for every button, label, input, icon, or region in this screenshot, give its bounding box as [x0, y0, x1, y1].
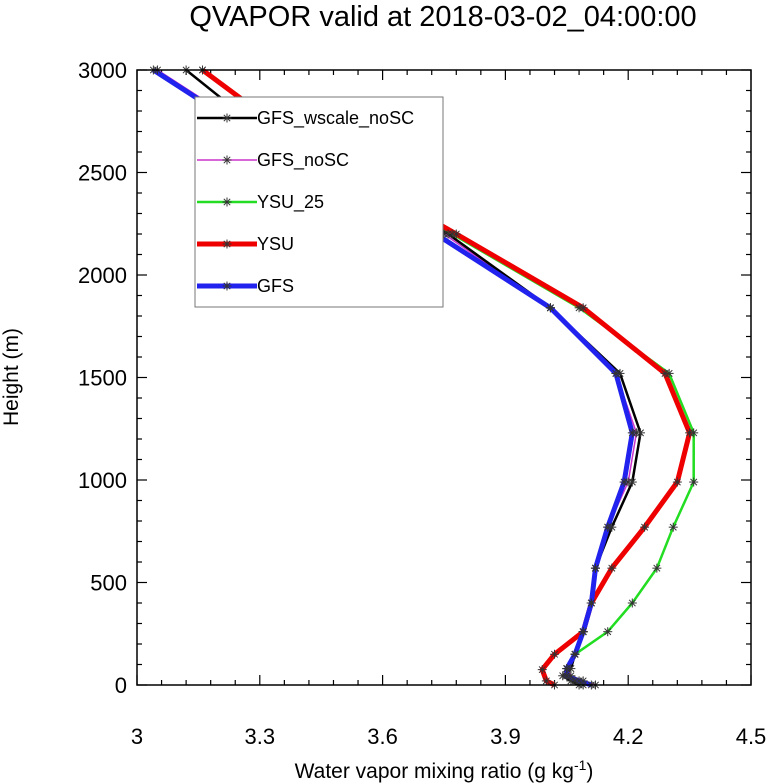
legend-item: GFS_wscale_noSC [197, 108, 414, 129]
marker-stroke [653, 564, 661, 572]
marker-stroke [223, 114, 231, 122]
x-tick-label: 3.6 [367, 724, 398, 749]
data-point [590, 563, 600, 573]
marker-stroke [628, 599, 636, 607]
marker-stroke [223, 282, 231, 290]
data-point [619, 477, 629, 487]
marker-stroke [542, 677, 550, 685]
marker-stroke [641, 523, 649, 531]
y-tick-label: 1000 [78, 468, 127, 493]
x-tick-labels: 3 3.3 3.6 3.9 4.2 4.5 [131, 724, 766, 749]
legend-label: GFS_wscale_noSC [257, 108, 414, 129]
y-tick-label: 2000 [78, 263, 127, 288]
marker-stroke [604, 523, 612, 531]
data-point [222, 197, 232, 207]
x-tick-label: 4.5 [736, 724, 767, 749]
x-axis-label: Water vapor mixing ratio (g kg-1) [295, 757, 594, 783]
data-point [652, 563, 662, 573]
marker-stroke [575, 677, 583, 685]
legend-item: GFS_noSC [197, 150, 349, 171]
legend: GFS_wscale_noSC GFS_noSC YSU_25 YSU GFS [197, 108, 414, 296]
data-point [537, 665, 547, 675]
legend-label: YSU [257, 234, 294, 254]
marker-stroke [538, 666, 546, 674]
marker-stroke [563, 665, 571, 673]
data-point [222, 155, 232, 165]
data-point [578, 627, 588, 637]
data-point [627, 598, 637, 608]
x-axis-label-suffix: ) [586, 760, 593, 783]
data-point [222, 281, 232, 291]
marker-stroke [563, 672, 571, 680]
marker-stroke [686, 429, 694, 437]
legend-item: GFS [197, 276, 294, 296]
marker-stroke [223, 198, 231, 206]
data-point [603, 627, 613, 637]
data-point [640, 522, 650, 532]
marker-stroke [661, 369, 669, 377]
data-point [672, 477, 682, 487]
legend-label: GFS_noSC [257, 150, 349, 171]
marker-stroke [571, 650, 579, 658]
marker-stroke [550, 650, 559, 658]
marker-stroke [612, 369, 620, 377]
data-point [222, 239, 232, 249]
legend-item: YSU [197, 234, 294, 254]
marker-stroke [669, 523, 677, 531]
y-tick-label: 3000 [78, 58, 127, 83]
marker-stroke [587, 599, 595, 607]
x-tick-label: 4.2 [613, 724, 644, 749]
y-tick-label: 2500 [78, 161, 127, 186]
data-point [541, 676, 551, 686]
marker-stroke [546, 304, 554, 312]
data-point [689, 477, 699, 487]
y-axis-label: Height (m) [0, 328, 23, 426]
marker-stroke [604, 628, 612, 636]
data-point [570, 649, 580, 659]
y-tick-label: 0 [115, 673, 127, 698]
data-point [574, 676, 584, 686]
marker-stroke [579, 628, 587, 636]
x-tick-label: 3 [131, 724, 143, 749]
x-axis-label-main: Water vapor mixing ratio (g kg [295, 760, 574, 783]
marker-stroke [223, 156, 231, 164]
data-point [607, 563, 617, 573]
data-point [611, 368, 621, 378]
legend-item: YSU_25 [197, 192, 324, 213]
tick-marks [136, 69, 752, 686]
data-point [562, 664, 572, 674]
marker-stroke [223, 240, 231, 248]
data-point [685, 428, 695, 438]
marker-stroke [608, 564, 616, 572]
data-point [562, 671, 572, 681]
data-point [668, 522, 678, 532]
marker-stroke [591, 564, 600, 572]
marker-stroke [579, 304, 587, 312]
data-point [550, 649, 560, 659]
marker-stroke [452, 230, 460, 238]
marker-stroke [673, 478, 681, 486]
plot-frame [136, 69, 752, 686]
marker-stroke [690, 478, 698, 486]
marker-stroke [620, 478, 628, 486]
data-point [578, 303, 588, 313]
data-point [222, 113, 232, 123]
data-point [451, 229, 461, 239]
marker-stroke [628, 429, 636, 437]
y-tick-label: 500 [90, 571, 127, 596]
x-tick-label: 3.9 [490, 724, 521, 749]
legend-label: GFS [257, 276, 294, 296]
data-point [586, 598, 596, 608]
data-point [545, 303, 555, 313]
legend-label: YSU_25 [257, 192, 324, 213]
data-point [660, 368, 670, 378]
chart-title: QVAPOR valid at 2018-03-02_04:00:00 [189, 1, 696, 33]
y-tick-labels: 0 500 1000 1500 2000 2500 3000 [78, 58, 127, 698]
x-axis-label-superscript: -1 [574, 757, 587, 773]
data-point [603, 522, 613, 532]
y-tick-label: 1500 [78, 366, 127, 391]
data-point [627, 428, 637, 438]
x-tick-label: 3.3 [245, 724, 276, 749]
